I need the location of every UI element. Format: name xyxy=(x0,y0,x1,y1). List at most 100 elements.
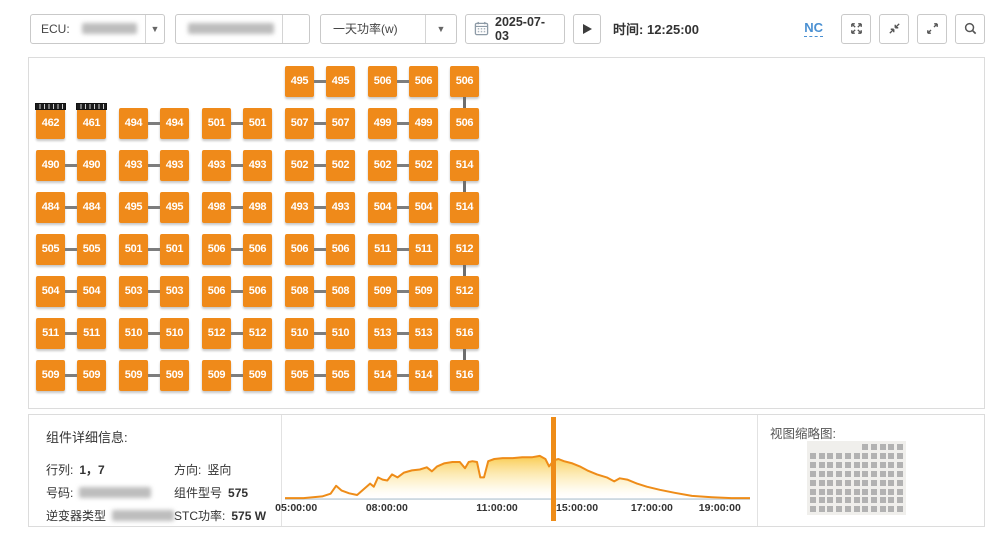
solar-panel-3-10[interactable]: 514 xyxy=(450,192,479,223)
ecu-select[interactable]: ECU: ▼ xyxy=(30,13,165,44)
device-id-input[interactable] xyxy=(175,13,310,44)
date-picker[interactable]: 2025-07-03 xyxy=(465,13,565,44)
solar-panel-4-5[interactable]: 506 xyxy=(243,234,272,265)
solar-panel-2-4[interactable]: 493 xyxy=(202,150,231,181)
solar-panel-5-4[interactable]: 506 xyxy=(202,276,231,307)
solar-panel-1-10[interactable]: 506 xyxy=(450,108,479,139)
solar-panel-3-0[interactable]: 484 xyxy=(36,192,65,223)
solar-panel-6-3[interactable]: 510 xyxy=(160,318,189,349)
solar-panel-2-8[interactable]: 502 xyxy=(368,150,397,181)
solar-panel-4-7[interactable]: 506 xyxy=(326,234,355,265)
solar-panel-2-6[interactable]: 502 xyxy=(285,150,314,181)
chevron-down-icon[interactable]: ▼ xyxy=(150,23,160,34)
solar-panel-4-3[interactable]: 501 xyxy=(160,234,189,265)
solar-panel-7-0[interactable]: 509 xyxy=(36,360,65,391)
solar-panel-5-0[interactable]: 504 xyxy=(36,276,65,307)
solar-panel-5-1[interactable]: 504 xyxy=(77,276,106,307)
solar-panel-0-8[interactable]: 506 xyxy=(368,66,397,97)
solar-panel-5-3[interactable]: 503 xyxy=(160,276,189,307)
solar-panel-0-6[interactable]: 495 xyxy=(285,66,314,97)
solar-panel-3-4[interactable]: 498 xyxy=(202,192,231,223)
solar-panel-7-7[interactable]: 505 xyxy=(326,360,355,391)
solar-panel-6-6[interactable]: 510 xyxy=(285,318,314,349)
solar-panel-1-7[interactable]: 507 xyxy=(326,108,355,139)
solar-panel-5-10[interactable]: 512 xyxy=(450,276,479,307)
solar-panel-1-4[interactable]: 501 xyxy=(202,108,231,139)
solar-panel-2-2[interactable]: 493 xyxy=(119,150,148,181)
solar-panel-2-7[interactable]: 502 xyxy=(326,150,355,181)
solar-panel-6-8[interactable]: 513 xyxy=(368,318,397,349)
solar-panel-7-1[interactable]: 509 xyxy=(77,360,106,391)
solar-panel-5-7[interactable]: 508 xyxy=(326,276,355,307)
solar-panel-4-9[interactable]: 511 xyxy=(409,234,438,265)
solar-panel-1-9[interactable]: 499 xyxy=(409,108,438,139)
solar-panel-1-8[interactable]: 499 xyxy=(368,108,397,139)
solar-panel-3-2[interactable]: 495 xyxy=(119,192,148,223)
zoom-in-view-button[interactable] xyxy=(917,13,947,44)
solar-panel-0-10[interactable]: 506 xyxy=(450,66,479,97)
solar-panel-7-8[interactable]: 514 xyxy=(368,360,397,391)
solar-panel-3-7[interactable]: 493 xyxy=(326,192,355,223)
solar-panel-6-9[interactable]: 513 xyxy=(409,318,438,349)
solar-panel-2-1[interactable]: 490 xyxy=(77,150,106,181)
solar-panel-7-5[interactable]: 509 xyxy=(243,360,272,391)
solar-panel-5-6[interactable]: 508 xyxy=(285,276,314,307)
solar-panel-5-5[interactable]: 506 xyxy=(243,276,272,307)
solar-panel-1-6[interactable]: 507 xyxy=(285,108,314,139)
solar-panel-2-3[interactable]: 493 xyxy=(160,150,189,181)
daily-power-chart[interactable]: 05:00:00 08:00:00 11:00:00 15:00:00 17:00:00… xyxy=(275,415,758,526)
solar-panel-6-2[interactable]: 510 xyxy=(119,318,148,349)
solar-panel-0-7[interactable]: 495 xyxy=(326,66,355,97)
solar-panel-4-0[interactable]: 505 xyxy=(36,234,65,265)
chevron-down-icon[interactable]: ▼ xyxy=(436,23,446,34)
current-time-marker[interactable] xyxy=(551,417,557,521)
solar-panel-2-9[interactable]: 502 xyxy=(409,150,438,181)
solar-panel-0-9[interactable]: 506 xyxy=(409,66,438,97)
solar-panel-2-10[interactable]: 514 xyxy=(450,150,479,181)
solar-panel-7-3[interactable]: 509 xyxy=(160,360,189,391)
solar-panel-5-2[interactable]: 503 xyxy=(119,276,148,307)
solar-panel-2-5[interactable]: 493 xyxy=(243,150,272,181)
solar-panel-4-1[interactable]: 505 xyxy=(77,234,106,265)
panel-array-board[interactable]: 495 495 506 506 506 462 461 494 494 501 501 507 507 4… xyxy=(28,57,985,409)
panel-link xyxy=(148,206,160,209)
solar-panel-3-9[interactable]: 504 xyxy=(409,192,438,223)
solar-panel-7-9[interactable]: 514 xyxy=(409,360,438,391)
solar-panel-4-4[interactable]: 506 xyxy=(202,234,231,265)
solar-panel-3-5[interactable]: 498 xyxy=(243,192,272,223)
play-button[interactable] xyxy=(573,13,601,44)
solar-panel-7-4[interactable]: 509 xyxy=(202,360,231,391)
solar-panel-3-1[interactable]: 484 xyxy=(77,192,106,223)
solar-panel-5-9[interactable]: 509 xyxy=(409,276,438,307)
solar-panel-3-8[interactable]: 504 xyxy=(368,192,397,223)
solar-panel-4-2[interactable]: 501 xyxy=(119,234,148,265)
solar-panel-4-6[interactable]: 506 xyxy=(285,234,314,265)
nc-link[interactable]: NC xyxy=(804,20,823,37)
solar-panel-1-3[interactable]: 494 xyxy=(160,108,189,139)
solar-panel-6-4[interactable]: 512 xyxy=(202,318,231,349)
solar-panel-3-6[interactable]: 493 xyxy=(285,192,314,223)
solar-panel-1-2[interactable]: 494 xyxy=(119,108,148,139)
solar-panel-7-10[interactable]: 516 xyxy=(450,360,479,391)
solar-panel-6-10[interactable]: 516 xyxy=(450,318,479,349)
minimap-grid[interactable] xyxy=(807,441,906,515)
solar-panel-5-8[interactable]: 509 xyxy=(368,276,397,307)
solar-panel-7-2[interactable]: 509 xyxy=(119,360,148,391)
solar-panel-1-0[interactable]: 462 xyxy=(35,103,66,139)
solar-panel-1-1[interactable]: 461 xyxy=(76,103,107,139)
solar-panel-7-6[interactable]: 505 xyxy=(285,360,314,391)
solar-panel-1-5[interactable]: 501 xyxy=(243,108,272,139)
metric-select[interactable]: 一天功率(w) ▼ xyxy=(320,13,457,44)
solar-panel-3-3[interactable]: 495 xyxy=(160,192,189,223)
solar-panel-6-5[interactable]: 512 xyxy=(243,318,272,349)
minimap-panel-dot xyxy=(810,479,816,486)
search-button[interactable] xyxy=(955,13,985,44)
solar-panel-2-0[interactable]: 490 xyxy=(36,150,65,181)
solar-panel-4-8[interactable]: 511 xyxy=(368,234,397,265)
solar-panel-6-1[interactable]: 511 xyxy=(77,318,106,349)
move-view-button[interactable] xyxy=(841,13,871,44)
solar-panel-4-10[interactable]: 512 xyxy=(450,234,479,265)
solar-panel-6-7[interactable]: 510 xyxy=(326,318,355,349)
solar-panel-6-0[interactable]: 511 xyxy=(36,318,65,349)
zoom-out-view-button[interactable] xyxy=(879,13,909,44)
